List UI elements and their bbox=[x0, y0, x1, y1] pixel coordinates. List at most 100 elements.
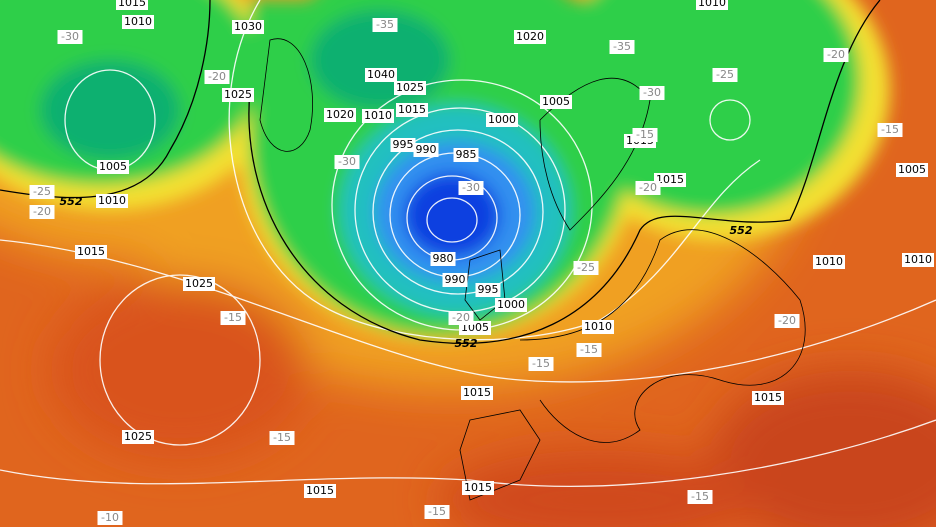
temperature-label: -20 bbox=[33, 205, 51, 218]
label-box bbox=[453, 148, 479, 162]
isobar-label: 1025 bbox=[396, 81, 424, 94]
height-contour bbox=[0, 0, 211, 199]
label-box bbox=[448, 311, 474, 325]
label-box bbox=[96, 194, 128, 208]
label-box bbox=[116, 0, 148, 10]
label-box bbox=[122, 430, 154, 444]
isobar-label: 1025 bbox=[185, 277, 213, 290]
isobar-label: 1015 bbox=[398, 103, 426, 116]
label-box bbox=[461, 386, 493, 400]
label-box bbox=[220, 311, 246, 325]
temperature-label: -20 bbox=[208, 70, 226, 83]
temperature-label: -10 bbox=[101, 511, 119, 524]
isobar-label: 980 bbox=[433, 252, 454, 265]
label-box bbox=[495, 298, 527, 312]
label-box bbox=[528, 357, 554, 371]
isobar-label: 1010 bbox=[124, 15, 152, 28]
isobar-label: 1020 bbox=[516, 30, 544, 43]
label-box bbox=[269, 431, 295, 445]
isobar-label: 1015 bbox=[118, 0, 146, 9]
label-box bbox=[654, 173, 686, 187]
temperature-label: -20 bbox=[778, 314, 796, 327]
label-box bbox=[813, 255, 845, 269]
height-contour bbox=[248, 0, 881, 344]
isobar-label: 1015 bbox=[463, 386, 491, 399]
isobar-label: 1010 bbox=[698, 0, 726, 9]
height-label: 552 bbox=[60, 195, 83, 208]
label-box bbox=[514, 30, 546, 44]
height-label: 552 bbox=[730, 224, 753, 237]
label-box bbox=[204, 70, 230, 84]
temperature-label: -35 bbox=[376, 18, 394, 31]
isobar-label: 1005 bbox=[898, 163, 926, 176]
label-box bbox=[394, 81, 426, 95]
label-box bbox=[696, 0, 728, 10]
label-box bbox=[413, 143, 439, 157]
label-box bbox=[902, 253, 934, 267]
label-box bbox=[396, 103, 428, 117]
isobar-label: 995 bbox=[478, 283, 499, 296]
label-box bbox=[752, 391, 784, 405]
isobars bbox=[0, 0, 936, 487]
label-box bbox=[424, 505, 450, 519]
label-box bbox=[540, 95, 572, 109]
temperature-label: -20 bbox=[452, 311, 470, 324]
label-box bbox=[609, 40, 635, 54]
label-box bbox=[390, 138, 416, 152]
temperature-label: -30 bbox=[643, 86, 661, 99]
isobar-label: 1015 bbox=[464, 481, 492, 494]
temperature-label: -15 bbox=[636, 128, 654, 141]
isobar-label: 1000 bbox=[488, 113, 516, 126]
label-box bbox=[29, 205, 55, 219]
isobar-label: 1010 bbox=[584, 320, 612, 333]
label-box bbox=[304, 484, 336, 498]
isobar-label: 1010 bbox=[98, 194, 126, 207]
label-box bbox=[896, 163, 928, 177]
height-label: 552 bbox=[455, 337, 478, 350]
label-box bbox=[334, 155, 360, 169]
label-box bbox=[877, 123, 903, 137]
isobar-label: 1010 bbox=[904, 253, 932, 266]
label-box bbox=[774, 314, 800, 328]
isobar-label: 995 bbox=[393, 138, 414, 151]
isobar-label: 1015 bbox=[77, 245, 105, 258]
isobar-label: 1030 bbox=[234, 20, 262, 33]
label-box bbox=[635, 181, 661, 195]
temperature-label: -15 bbox=[691, 490, 709, 503]
label-box bbox=[222, 88, 254, 102]
label-box bbox=[362, 109, 394, 123]
isobar-label: 985 bbox=[456, 148, 477, 161]
isobar-label: 1000 bbox=[497, 298, 525, 311]
temperature-label: -25 bbox=[716, 68, 734, 81]
label-box bbox=[582, 320, 614, 334]
temperature-label: -30 bbox=[462, 181, 480, 194]
coastlines bbox=[259, 38, 806, 501]
isobar-label: 1025 bbox=[224, 88, 252, 101]
label-box bbox=[458, 181, 484, 195]
label-box bbox=[462, 481, 494, 495]
temperature-label: -15 bbox=[580, 343, 598, 356]
label-box bbox=[29, 185, 55, 199]
label-box bbox=[365, 68, 397, 82]
temperature-label: -15 bbox=[428, 505, 446, 518]
label-box bbox=[183, 277, 215, 291]
label-box bbox=[639, 86, 665, 100]
isobar-label: 1015 bbox=[306, 484, 334, 497]
isobar-label: 1025 bbox=[124, 430, 152, 443]
label-box bbox=[97, 511, 123, 525]
temperature-label: -20 bbox=[827, 48, 845, 61]
label-box bbox=[372, 18, 398, 32]
isobar-label: 1005 bbox=[542, 95, 570, 108]
isobar-label: 990 bbox=[416, 143, 437, 156]
label-box bbox=[232, 20, 264, 34]
temperature-label: -15 bbox=[273, 431, 291, 444]
label-box bbox=[687, 490, 713, 504]
label-box bbox=[57, 30, 83, 44]
label-box bbox=[632, 128, 658, 142]
label-box bbox=[97, 160, 129, 174]
label-box bbox=[442, 273, 468, 287]
isobar-label: 1005 bbox=[99, 160, 127, 173]
